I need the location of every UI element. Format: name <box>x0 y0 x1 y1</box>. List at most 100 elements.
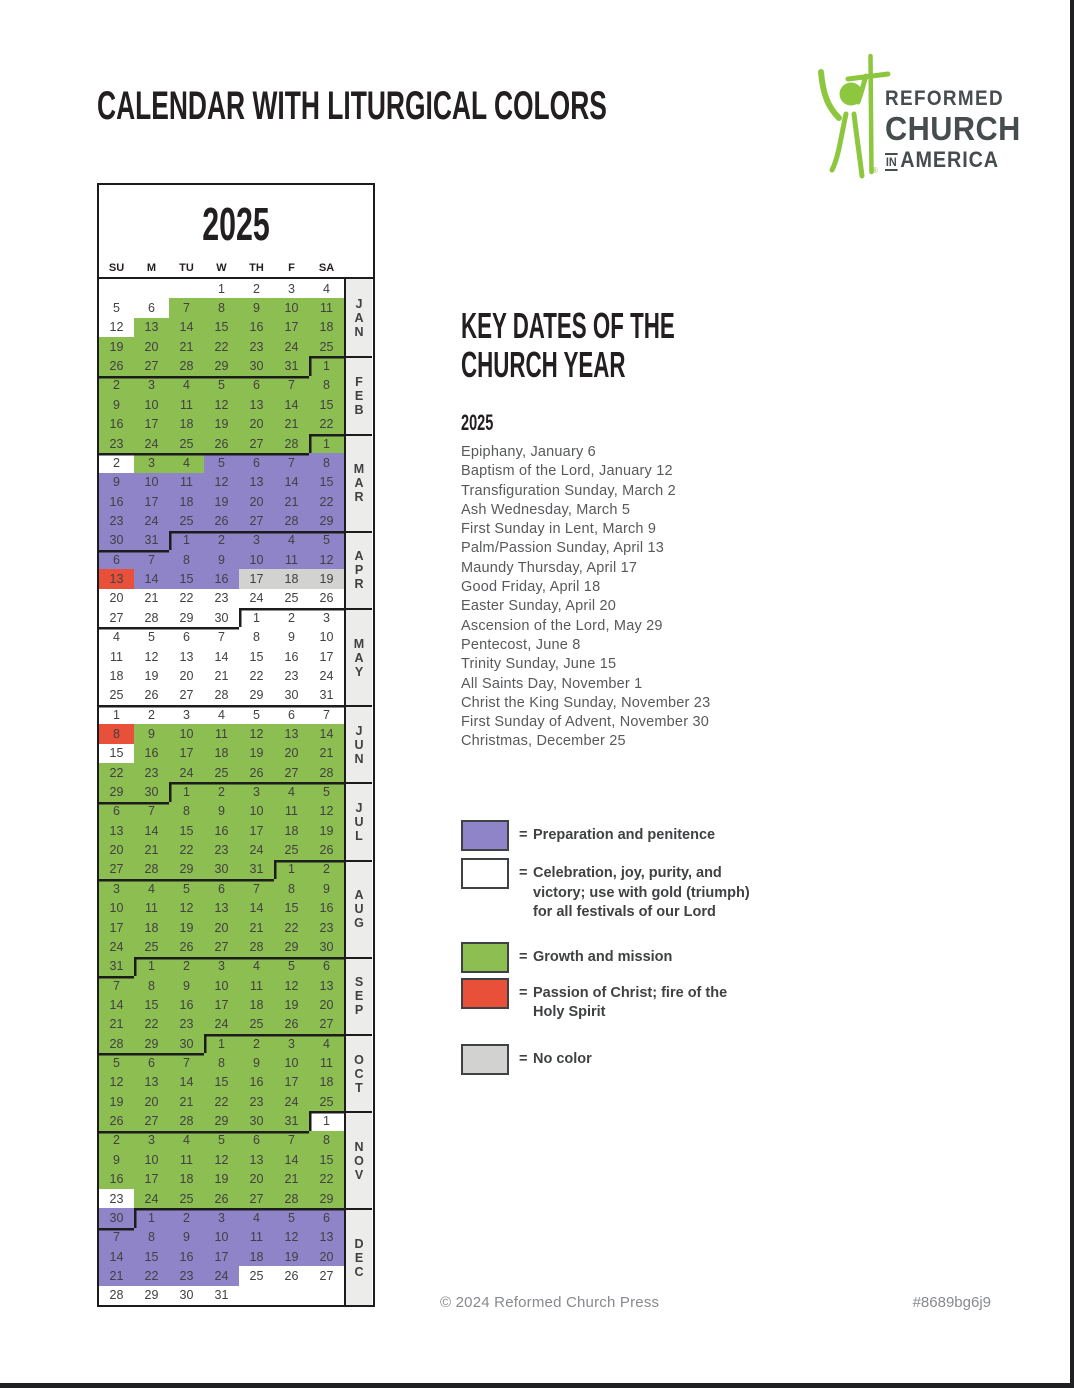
rca-logo: ® REFORMED CHURCH IN AMERICA <box>815 44 1030 184</box>
calendar-day-cell: 6 <box>239 453 274 473</box>
calendar-day-cell: 26 <box>274 1266 309 1286</box>
calendar-day-cell: 7 <box>99 1227 134 1247</box>
key-dates-year: 2025 <box>461 410 494 435</box>
calendar-day-cell: 10 <box>239 550 274 570</box>
person-with-cross-icon <box>818 53 891 179</box>
month-label-letter: C <box>354 1264 364 1279</box>
calendar-day-cell: 20 <box>169 666 204 686</box>
calendar-day-cell: 25 <box>169 511 204 531</box>
calendar-day-cell: 23 <box>239 1092 274 1112</box>
calendar-day-cell: 14 <box>134 821 169 841</box>
legend-swatch <box>461 820 509 851</box>
calendar-day-cell: 4 <box>134 879 169 899</box>
calendar-day-cell: 4 <box>309 1034 344 1054</box>
logo-line-reformed: REFORMED <box>885 87 1004 110</box>
calendar-day-cell: 10 <box>134 472 169 492</box>
calendar-day-cell: 26 <box>309 840 344 860</box>
month-label-letter: J <box>355 723 363 738</box>
calendar-day-cell: 8 <box>309 375 344 396</box>
key-dates-heading-line2: CHURCH YEAR <box>461 344 626 385</box>
calendar-day-cell: 25 <box>239 1014 274 1035</box>
calendar-day-cell: 24 <box>274 1092 309 1112</box>
calendar-day-cell: 10 <box>99 898 134 918</box>
calendar-day-cell: 6 <box>99 801 134 822</box>
weekday-label: M <box>146 262 157 274</box>
calendar-day-cell: 3 <box>134 1130 169 1151</box>
calendar-day-cell: 10 <box>169 724 204 744</box>
calendar-day-cell: 16 <box>274 646 309 667</box>
legend-equals: = <box>519 827 528 843</box>
logo-line-in-america: IN AMERICA <box>885 149 1016 171</box>
calendar-day-cell: 25 <box>309 337 344 357</box>
calendar-day-cell: 8 <box>309 1130 344 1151</box>
month-label-letter: M <box>353 636 365 651</box>
calendar-day-cell: 29 <box>274 937 309 957</box>
calendar-day-cell: 13 <box>274 724 309 744</box>
calendar-day-cell: 1 <box>169 530 204 551</box>
legend-swatch <box>461 1043 509 1075</box>
calendar-day-cell: 20 <box>239 414 274 434</box>
calendar-day-cell: 3 <box>169 704 204 725</box>
calendar-day-cell: 12 <box>99 1072 134 1093</box>
weekday-label: SU <box>108 262 125 274</box>
calendar-day-cell: 9 <box>134 724 169 744</box>
calendar-day-cell: 25 <box>309 1092 344 1112</box>
calendar-day-cell: 12 <box>309 550 344 570</box>
calendar-day-cell: 17 <box>204 995 239 1015</box>
weekday-label: SA <box>318 262 335 274</box>
calendar-day-cell: 14 <box>204 646 239 667</box>
logo-line-church: CHURCH <box>885 110 1021 147</box>
calendar-day-cell: 29 <box>239 685 274 705</box>
calendar-day-cell: 24 <box>204 1014 239 1035</box>
day-grid: 1 2 3 4 5 6 7 8 9 10 11 12 13 14 15 16 17 18 19 20 21 22 23 24 2… <box>99 279 344 1306</box>
month-label-letter: C <box>354 1066 364 1081</box>
calendar-day-cell: 10 <box>134 1150 169 1170</box>
calendar-day-cell: 22 <box>204 337 239 357</box>
calendar-day-cell: 13 <box>309 975 344 996</box>
logo-head <box>839 82 863 106</box>
calendar-day-cell: 5 <box>169 879 204 899</box>
calendar-day-cell: 5 <box>134 627 169 647</box>
calendar-day-cell: 4 <box>239 1208 274 1228</box>
calendar-day-cell: 31 <box>309 685 344 705</box>
calendar-day-cell: 12 <box>309 801 344 822</box>
month-label-letter: D <box>354 1236 364 1251</box>
calendar-day-cell: 15 <box>309 472 344 492</box>
calendar-day-cell: 21 <box>274 1169 309 1189</box>
calendar-day-cell: 27 <box>99 608 134 628</box>
calendar-day-cell: 8 <box>134 1227 169 1247</box>
calendar-day-cell: 25 <box>204 762 239 783</box>
calendar-day-cell <box>274 1285 309 1306</box>
calendar-day-cell: 26 <box>99 1111 134 1131</box>
calendar-day-cell: 28 <box>274 511 309 531</box>
month-label-letter: A <box>354 888 364 903</box>
legend-swatch <box>461 858 509 889</box>
calendar-day-cell: 19 <box>274 1246 309 1267</box>
calendar-day-cell: 22 <box>169 588 204 609</box>
month-label-letter: R <box>354 577 364 592</box>
calendar-day-cell: 3 <box>309 608 344 628</box>
key-date-item: Baptism of the Lord, January 12 <box>461 463 673 480</box>
calendar-day-cell: 7 <box>134 550 169 570</box>
calendar-header: 2025 SU M TU W TH F SA <box>99 185 373 279</box>
legend-item: = Preparation and penitence <box>461 820 750 851</box>
calendar-day-cell: 27 <box>239 1188 274 1209</box>
calendar-day-cell: 22 <box>309 491 344 512</box>
calendar-day-cell: 6 <box>99 550 134 570</box>
month-label-letter: S <box>354 975 364 990</box>
calendar-day-cell: 17 <box>309 646 344 667</box>
page-edge-bottom <box>0 1383 1074 1388</box>
calendar-day-cell: 24 <box>204 1266 239 1286</box>
calendar-day-cell: 6 <box>239 375 274 396</box>
calendar-day-cell: 3 <box>204 956 239 976</box>
calendar-day-cell: 25 <box>239 1266 274 1286</box>
month-label-letter: E <box>354 1250 364 1265</box>
color-legend: = Preparation and penitence = Celebration, … <box>461 820 750 1075</box>
calendar-day-cell: 4 <box>99 627 134 647</box>
calendar-day-cell: 4 <box>274 782 309 802</box>
calendar-day-cell: 6 <box>239 1130 274 1151</box>
